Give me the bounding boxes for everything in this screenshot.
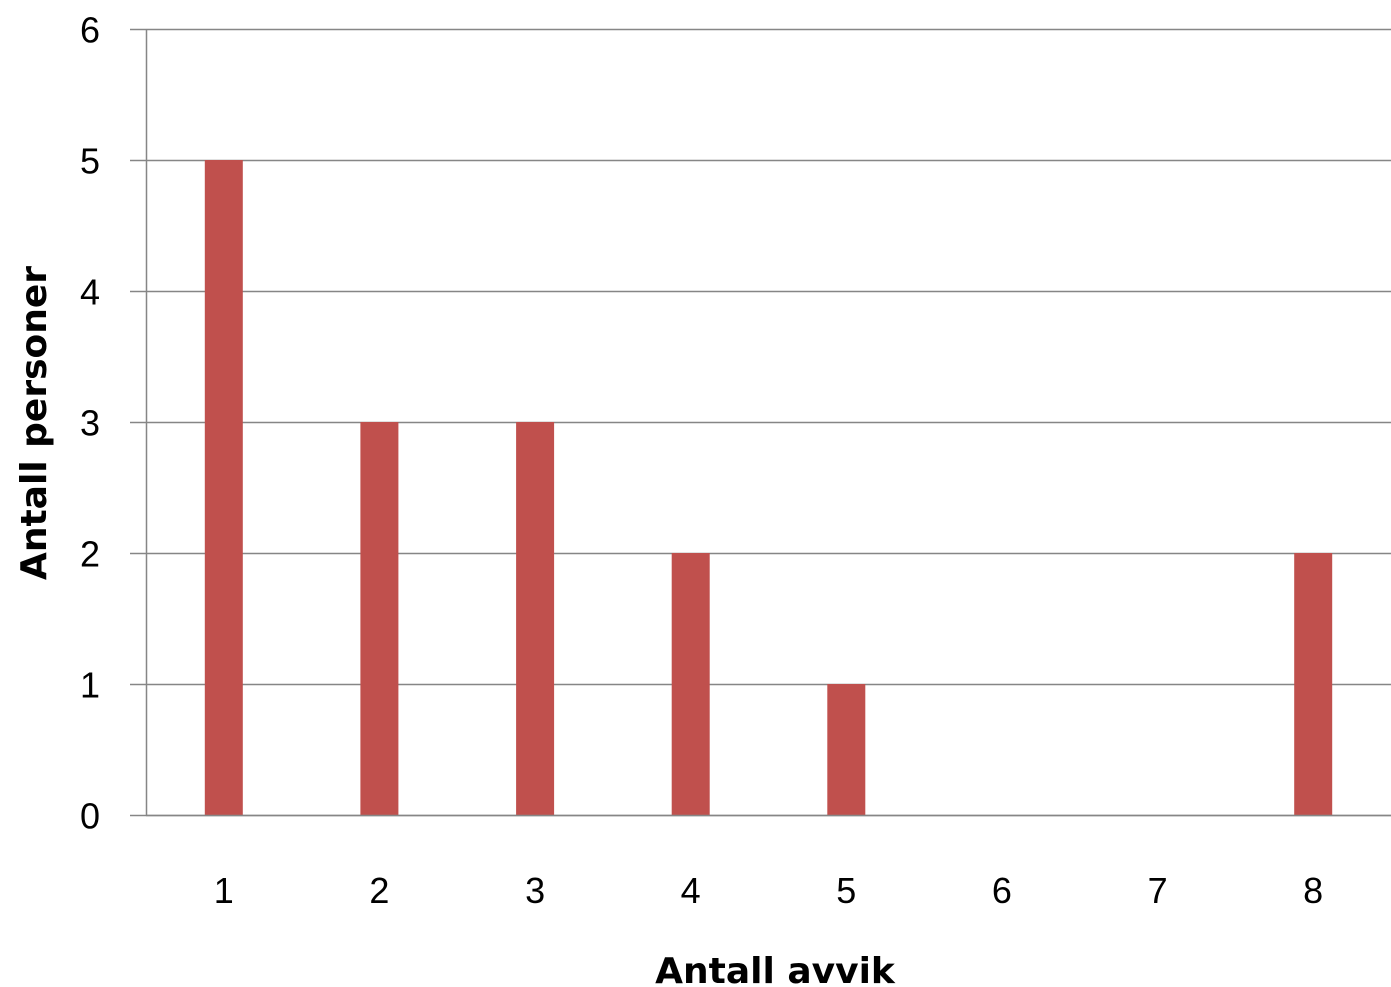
bar-8 xyxy=(1294,553,1333,815)
y-tick-label: 4 xyxy=(80,272,100,313)
gridlines xyxy=(146,28,1391,817)
x-tick-label: 8 xyxy=(1303,870,1323,911)
x-tick-label: 1 xyxy=(214,870,234,911)
x-tick-label: 3 xyxy=(525,870,545,911)
axes xyxy=(130,28,1391,817)
bar-5 xyxy=(827,684,866,815)
y-tick-label: 5 xyxy=(80,141,100,182)
bar-2 xyxy=(360,422,399,815)
x-tick-label: 2 xyxy=(369,870,389,911)
bar-1 xyxy=(204,160,243,815)
y-tick-labels: 0 1 2 3 4 5 6 xyxy=(80,10,100,837)
y-tick-label: 0 xyxy=(80,796,100,837)
bars xyxy=(204,160,1333,815)
x-tick-label: 4 xyxy=(681,870,701,911)
y-tick-label: 2 xyxy=(80,534,100,575)
y-tick-label: 3 xyxy=(80,403,100,444)
bar-4 xyxy=(671,553,710,815)
bar-3 xyxy=(516,422,555,815)
y-axis-title: Antall personer xyxy=(14,266,55,580)
x-tick-label: 6 xyxy=(992,870,1012,911)
x-tick-label: 7 xyxy=(1148,870,1168,911)
x-axis-title: Antall avvik xyxy=(655,951,896,987)
x-tick-labels: 1 2 3 4 5 6 7 8 xyxy=(214,870,1323,911)
x-tick-label: 5 xyxy=(836,870,856,911)
y-tick-label: 1 xyxy=(80,665,100,706)
y-tick-label: 6 xyxy=(80,10,100,51)
